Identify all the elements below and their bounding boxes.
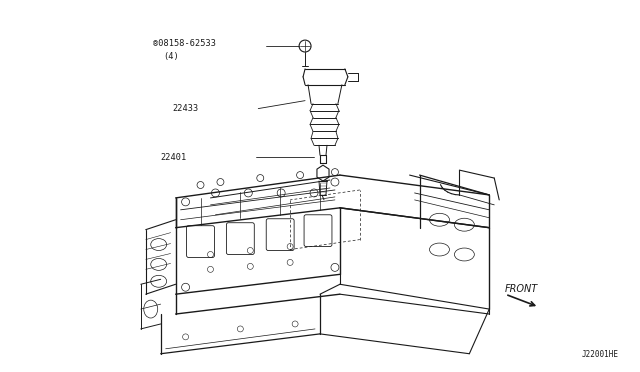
Text: FRONT: FRONT (505, 284, 538, 294)
Text: ®08158-62533: ®08158-62533 (153, 39, 216, 48)
Text: (4): (4) (164, 52, 179, 61)
Text: 22401: 22401 (161, 153, 187, 162)
Text: J22001HE: J22001HE (582, 350, 619, 359)
Text: 22433: 22433 (173, 104, 199, 113)
